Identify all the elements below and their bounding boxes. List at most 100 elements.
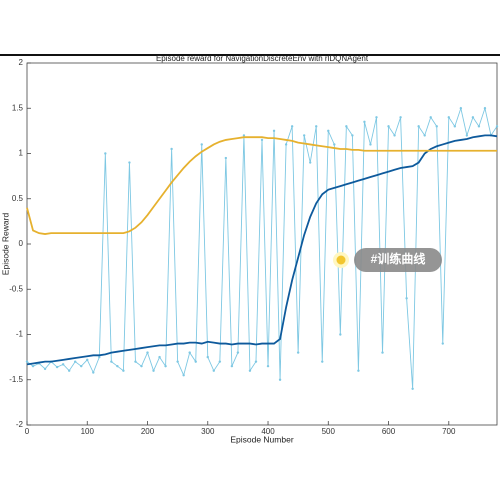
point — [164, 364, 167, 368]
point — [363, 120, 366, 124]
point — [465, 134, 469, 137]
point — [230, 364, 234, 368]
point — [459, 107, 463, 110]
point — [104, 152, 107, 155]
point — [218, 360, 222, 363]
point — [351, 134, 354, 137]
point — [43, 367, 47, 371]
point — [248, 369, 252, 372]
point — [393, 134, 396, 137]
point — [435, 125, 438, 128]
plot-frame — [26, 62, 498, 426]
y-tick-label: -0.5 — [9, 284, 23, 293]
y-tick-label: 1.5 — [12, 103, 24, 112]
point — [92, 371, 95, 374]
point — [315, 125, 318, 128]
y-tick-label: -2 — [16, 420, 24, 429]
point — [61, 363, 65, 366]
point — [321, 360, 324, 363]
point — [290, 125, 294, 128]
y-tick-label: 2 — [19, 58, 24, 67]
point — [176, 360, 179, 363]
point — [67, 369, 71, 372]
point — [55, 365, 59, 369]
x-tick-label: 200 — [141, 427, 155, 436]
point — [182, 374, 185, 377]
point — [302, 134, 306, 137]
point — [254, 360, 258, 363]
point — [152, 369, 155, 372]
point — [31, 364, 35, 368]
point — [345, 125, 348, 128]
series-line — [26, 134, 498, 366]
point — [212, 369, 215, 372]
point — [477, 125, 481, 128]
point — [423, 134, 426, 137]
point — [146, 351, 149, 354]
point — [74, 360, 77, 363]
badge-bg — [354, 248, 442, 272]
x-tick-label: 700 — [442, 427, 456, 436]
y-tick-label: -1.5 — [9, 375, 23, 384]
point — [224, 156, 228, 160]
point — [387, 125, 390, 128]
x-tick-label: 400 — [261, 427, 275, 436]
point — [381, 351, 384, 354]
point — [140, 364, 143, 368]
series-line — [26, 136, 497, 235]
x-tick-label: 600 — [382, 427, 396, 436]
point — [284, 143, 288, 146]
point — [260, 138, 264, 142]
point — [495, 125, 499, 128]
point — [266, 364, 270, 368]
chart-title: Episode reward for NavigationDiscreteEnv… — [156, 54, 369, 63]
x-tick-label: 0 — [25, 427, 30, 436]
point — [128, 161, 131, 164]
point — [170, 147, 173, 151]
x-tick-label: 500 — [322, 427, 336, 436]
y-tick-label: 0 — [19, 239, 24, 248]
annotation-badge: #训练曲线 — [333, 248, 442, 272]
point — [411, 387, 414, 390]
point — [296, 351, 300, 354]
x-tick-label: 100 — [81, 427, 95, 436]
point — [194, 360, 197, 363]
point — [200, 143, 203, 146]
x-tick-label: 300 — [201, 427, 215, 436]
point — [309, 161, 312, 164]
point — [429, 116, 432, 119]
point — [25, 360, 29, 363]
point — [206, 355, 209, 359]
point — [471, 116, 475, 119]
point — [122, 369, 125, 372]
point — [134, 360, 137, 363]
point — [369, 143, 372, 146]
point — [339, 333, 342, 336]
point — [272, 129, 276, 133]
point — [80, 364, 83, 368]
y-tick-label: -1 — [16, 330, 24, 339]
point — [447, 116, 450, 119]
point — [110, 360, 113, 363]
point — [278, 378, 282, 381]
point — [116, 364, 119, 368]
point — [98, 355, 101, 359]
point — [417, 125, 420, 128]
point — [399, 116, 402, 119]
plot-area — [25, 106, 499, 390]
annotation: #训练曲线 — [371, 251, 426, 266]
point — [86, 358, 89, 362]
point — [375, 116, 378, 119]
point — [158, 355, 161, 359]
point — [483, 107, 487, 110]
badge-dot — [336, 255, 346, 265]
point — [357, 369, 360, 372]
point — [236, 351, 240, 354]
point — [327, 129, 330, 133]
y-tick-label: 1 — [19, 149, 24, 158]
point — [453, 125, 457, 128]
y-axis-label: Episode Reward — [0, 213, 10, 276]
y-tick-label: 0.5 — [12, 194, 24, 203]
point — [188, 351, 191, 354]
